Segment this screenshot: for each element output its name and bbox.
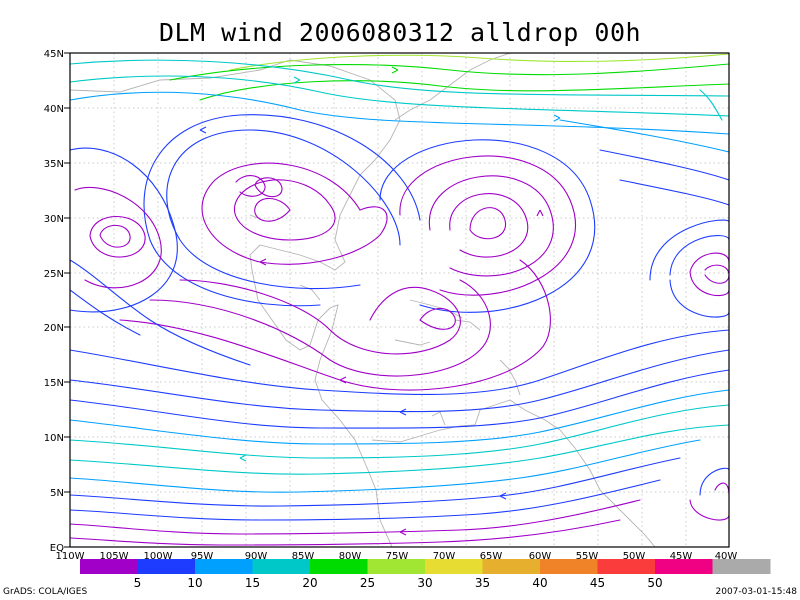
lon-label: 75W [386,551,409,562]
lat-label: 30N [44,214,64,225]
colorbar-label: 25 [360,576,375,590]
lat-labels: 45N 40N 35N 30N 25N 20N 15N 10N 5N EQ [44,49,64,554]
colorbar [80,559,771,574]
colorbar-label: 45 [590,576,605,590]
timestamp-text: 2007-03-01-15:48 [715,587,798,597]
colorbar-segment [195,559,253,574]
colorbar-segment [252,559,311,574]
lat-label: 20N [44,323,64,334]
lon-label: 70W [433,551,456,562]
colorbar-segment [655,559,713,574]
lat-label: EQ [50,543,64,554]
colorbar-label: 50 [647,576,662,590]
colorbar-segment [597,559,656,574]
lon-label: 60W [529,551,552,562]
colorbar-label: 35 [475,576,490,590]
map-title: DLM wind 2006080312 alldrop 00h [158,18,642,47]
streamlines [70,53,729,546]
coastlines [70,53,656,547]
colorbar-label: 15 [245,576,260,590]
plot-area [70,53,729,547]
lon-label: 65W [480,551,503,562]
colorbar-segment [80,559,138,574]
lon-label: 80W [339,551,362,562]
lat-label: 5N [50,488,64,499]
colorbar-segment [712,559,771,574]
lat-label: 15N [44,378,64,389]
colorbar-segment [137,559,196,574]
lon-label: 45W [670,551,693,562]
lon-label: 55W [576,551,599,562]
lon-labels: 110W 105W 100W 95W 90W 85W 80W 75W 70W 6… [56,551,738,562]
colorbar-label: 5 [134,576,142,590]
lat-label: 45N [44,49,64,60]
axis-ticks [64,52,70,548]
lat-lon-grid [70,53,729,547]
colorbar-segment [482,559,541,574]
colorbar-segment [425,559,483,574]
map-frame [69,52,730,548]
colorbar-label: 40 [532,576,547,590]
lon-label: 95W [191,551,214,562]
lon-label: 90W [245,551,268,562]
colorbar-label: 30 [417,576,432,590]
colorbar-label: 10 [187,576,202,590]
colorbar-segment [310,559,368,574]
colorbar-labels: 5 10 15 20 25 30 35 40 45 50 [134,576,663,590]
credit-text: GrADS: COLA/IGES [3,587,88,597]
wind-arrows [199,66,561,536]
lon-label: 110W [56,551,85,562]
lat-label: 10N [44,433,64,444]
lon-label: 50W [623,551,646,562]
lon-label: 85W [292,551,315,562]
colorbar-segment [367,559,426,574]
colorbar-segment [540,559,598,574]
lat-label: 35N [44,159,64,170]
colorbar-label: 20 [302,576,317,590]
lat-label: 25N [44,269,64,280]
lat-label: 40N [44,104,64,115]
lon-label: 105W [100,551,129,562]
lon-label: 100W [144,551,173,562]
lon-label: 40W [715,551,738,562]
